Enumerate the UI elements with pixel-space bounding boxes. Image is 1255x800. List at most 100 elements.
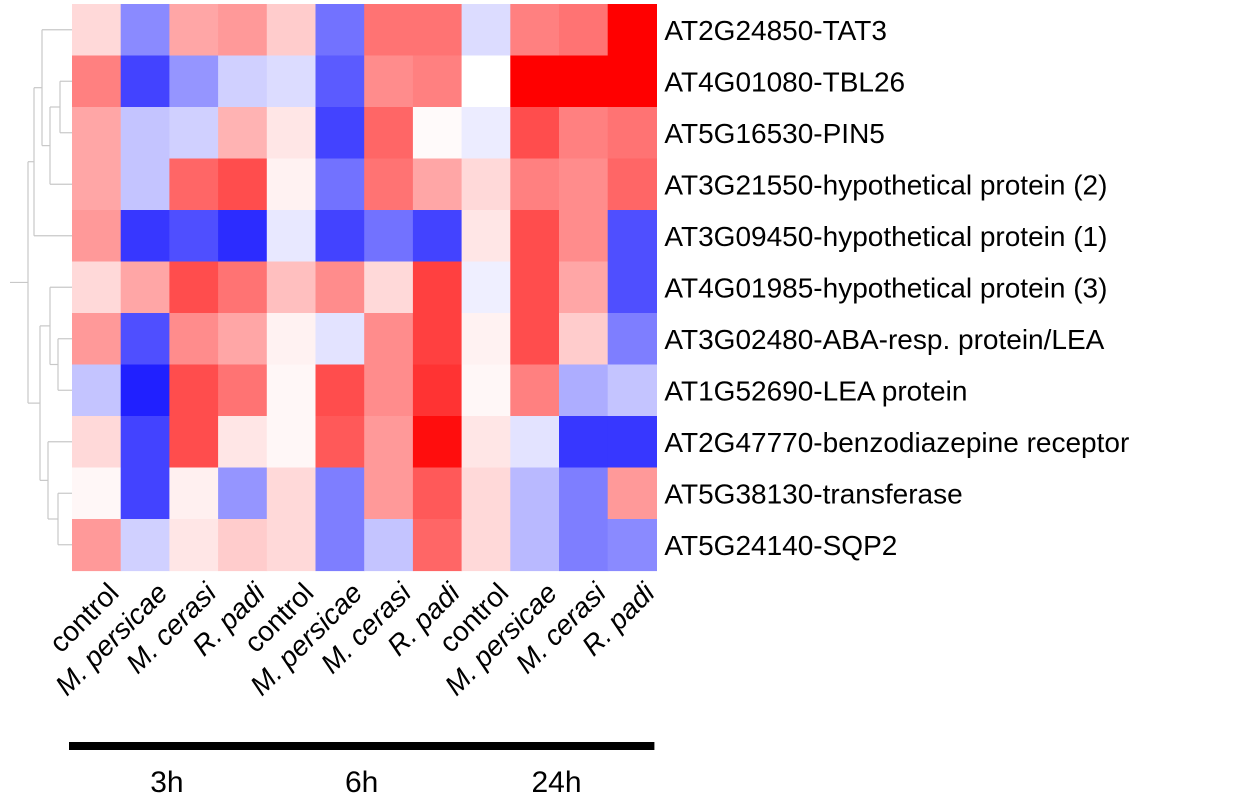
heatmap-cell	[461, 210, 511, 263]
row-label: AT5G24140-SQP2	[664, 530, 897, 561]
heatmap-cell	[72, 467, 122, 520]
heatmap-cell	[607, 55, 657, 108]
heatmap-cell	[364, 158, 414, 211]
heatmap-cell	[412, 55, 463, 108]
heatmap-cell	[120, 261, 170, 314]
heatmap-cell	[510, 313, 560, 366]
heatmap-cell	[72, 416, 122, 469]
heatmap-cell	[169, 364, 219, 417]
heatmap-cell	[559, 107, 609, 160]
heatmap-cells	[72, 4, 657, 572]
heatmap-cell	[315, 519, 365, 572]
heatmap-cell	[412, 313, 463, 366]
heatmap-cell	[559, 519, 609, 572]
heatmap-cell	[266, 313, 317, 366]
heatmap-cell	[315, 158, 365, 211]
heatmap-cell	[266, 467, 317, 520]
heatmap-cell	[72, 158, 122, 211]
group-label: 3h	[150, 766, 183, 799]
heatmap-cell	[461, 4, 511, 57]
heatmap-cell	[266, 55, 317, 108]
row-label: AT5G16530-PIN5	[664, 118, 885, 149]
row-label: AT4G01985-hypothetical protein (3)	[664, 272, 1107, 303]
heatmap-cell	[510, 210, 560, 263]
heatmap-cell	[364, 210, 414, 263]
heatmap-cell	[120, 467, 170, 520]
heatmap-cell	[218, 158, 268, 211]
heatmap-cell	[315, 261, 365, 314]
heatmap-cell	[607, 519, 657, 572]
heatmap-cell	[315, 4, 365, 57]
heatmap-cell	[364, 261, 414, 314]
heatmap-cell	[510, 107, 560, 160]
heatmap-cell	[218, 519, 268, 572]
heatmap-cell	[120, 416, 170, 469]
heatmap-cell	[218, 107, 268, 160]
heatmap-cell	[266, 261, 317, 314]
heatmap-cell	[461, 313, 511, 366]
heatmap-cell	[510, 467, 560, 520]
row-labels: AT2G24850-TAT3 AT4G01080-TBL26 AT5G16530-P…	[664, 15, 1129, 561]
heatmap-cell	[169, 261, 219, 314]
heatmap-cell	[266, 364, 317, 417]
heatmap-cell	[72, 107, 122, 160]
heatmap-cell	[315, 416, 365, 469]
group-label: 6h	[345, 766, 378, 799]
heatmap-cell	[607, 261, 657, 314]
heatmap-cell	[218, 364, 268, 417]
row-label: AT3G09450-hypothetical protein (1)	[664, 221, 1107, 252]
row-dendrogram	[10, 29, 72, 546]
heatmap-cell	[72, 210, 122, 263]
heatmap-cell	[559, 158, 609, 211]
heatmap-cell	[412, 158, 463, 211]
heatmap-cell	[364, 467, 414, 520]
heatmap-cell	[461, 364, 511, 417]
heatmap-cell	[607, 158, 657, 211]
heatmap-cell	[559, 261, 609, 314]
heatmap-cell	[607, 364, 657, 417]
heatmap-cell	[72, 55, 122, 108]
heatmap-cell	[120, 158, 170, 211]
heatmap-cell	[559, 55, 609, 108]
heatmap-cell	[607, 416, 657, 469]
heatmap-cell	[120, 364, 170, 417]
heatmap-cell	[461, 55, 511, 108]
row-label: AT2G47770-benzodiazepine receptor	[664, 427, 1129, 458]
heatmap-cell	[120, 210, 170, 263]
heatmap-cell	[364, 313, 414, 366]
heatmap-cell	[364, 107, 414, 160]
heatmap-cell	[169, 416, 219, 469]
heatmap-cell	[412, 364, 463, 417]
heatmap-cell	[315, 467, 365, 520]
heatmap-cell	[510, 519, 560, 572]
heatmap-cell	[72, 4, 122, 57]
heatmap-cell	[218, 467, 268, 520]
heatmap-cell	[169, 107, 219, 160]
heatmap-cell	[412, 261, 463, 314]
group-label: 24h	[531, 766, 581, 799]
heatmap-cell	[266, 416, 317, 469]
heatmap-cell	[559, 467, 609, 520]
heatmap-cell	[461, 261, 511, 314]
heatmap-cell	[607, 210, 657, 263]
heatmap-cell	[364, 364, 414, 417]
heatmap-cell	[510, 4, 560, 57]
heatmap-cell	[315, 107, 365, 160]
row-label: AT5G38130-transferase	[664, 478, 962, 509]
row-label: AT4G01080-TBL26	[664, 66, 905, 97]
heatmap-cell	[120, 55, 170, 108]
heatmap-cell	[169, 4, 219, 57]
heatmap-cell	[364, 416, 414, 469]
heatmap-cell	[120, 519, 170, 572]
heatmap-cell	[218, 313, 268, 366]
time-groups: 3h 6h 24h	[69, 742, 655, 799]
group-bar	[69, 742, 265, 750]
heatmap-cell	[607, 313, 657, 366]
row-label: AT2G24850-TAT3	[664, 15, 887, 46]
heatmap-cell	[364, 4, 414, 57]
heatmap-cell	[266, 158, 317, 211]
heatmap-cell	[412, 467, 463, 520]
heatmap-cell	[461, 519, 511, 572]
